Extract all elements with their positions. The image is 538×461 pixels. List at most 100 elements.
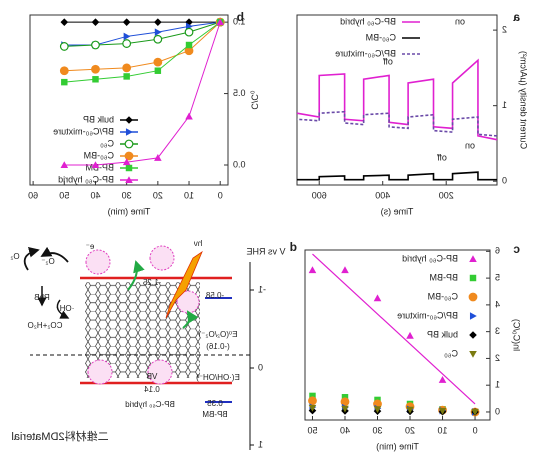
axis-tick-label: 1: [258, 439, 263, 449]
legend-label: C₆₀-BM: [428, 291, 458, 301]
panel-label: d: [290, 240, 297, 254]
marker: [341, 266, 349, 274]
marker: [61, 78, 68, 86]
green-arrow: [127, 260, 145, 291]
panel-label: c: [513, 242, 520, 256]
legend-label: BP/C₆₀-mixture: [397, 310, 458, 320]
legend-label: C₆₀-BM: [366, 32, 396, 42]
marker: [469, 255, 477, 263]
marker: [154, 67, 162, 74]
annotation: on: [455, 16, 465, 26]
series-line: [64, 21, 221, 83]
marker: [153, 34, 163, 44]
marker: [60, 18, 69, 26]
legend-label: BP-C₆₀ hybrid: [402, 253, 458, 263]
marker: [123, 73, 130, 80]
y-tick-label: 6: [495, 246, 500, 256]
x-tick-label: 50: [307, 425, 317, 435]
legend-label: C₆₀-BM: [84, 150, 114, 160]
marker: [125, 128, 133, 136]
marker: [91, 161, 100, 169]
x-tick-label: 0: [218, 190, 223, 200]
marker: [122, 158, 131, 166]
series-line: [64, 21, 221, 166]
x-tick-label: 20: [153, 190, 163, 200]
marker: [468, 292, 478, 302]
marker: [341, 405, 349, 413]
marker: [184, 27, 194, 37]
diagram-label: ·OH: [59, 304, 74, 313]
y-tick-label: 4: [495, 299, 500, 309]
series-line: [296, 110, 498, 137]
marker: [92, 76, 99, 83]
marker: [59, 66, 69, 76]
marker: [469, 274, 477, 282]
c60-balls: [85, 245, 200, 385]
diagram-label: 0.14: [144, 385, 160, 394]
y-tick-label: 5: [495, 272, 500, 282]
legend-label: BP-BM: [429, 272, 458, 282]
y-tick-label: 0: [502, 176, 507, 186]
axis-label: V vs RHE: [246, 246, 285, 256]
plot-frame: [29, 14, 229, 186]
x-tick-label: 600: [312, 190, 327, 200]
x-axis-label: Time (min): [108, 206, 151, 216]
marker: [406, 331, 414, 339]
diagram-label: (-0.16): [206, 342, 230, 351]
x-tick-label: 60: [28, 190, 38, 200]
marker: [123, 32, 131, 41]
legend-label: bulk BP: [427, 329, 458, 339]
y-tick-label: 1: [495, 380, 500, 390]
x-tick-label: 10: [184, 190, 194, 200]
x-tick-label: 30: [372, 425, 382, 435]
y-axis-label: Current density (μA/cm²): [519, 51, 529, 149]
x-tick-label: 40: [340, 425, 350, 435]
legend-label: BP-C₆₀ hybrid: [58, 174, 114, 184]
legend-label: BP-C₆₀ hybrid: [340, 16, 396, 26]
marker: [185, 18, 193, 26]
legend-label: BP-BM: [85, 162, 114, 172]
marker: [122, 63, 132, 73]
y-axis-label: ln(C₀/C): [512, 319, 522, 351]
diagram-label: E(·OH/OH⁻): [196, 373, 240, 382]
diagram-label: -0.58: [205, 291, 224, 300]
y-tick-label: 1: [502, 100, 507, 110]
marker: [469, 350, 477, 358]
marker: [154, 28, 162, 36]
diagram-label: BP-C₆₀ hybrid: [125, 400, 175, 409]
y-tick-label: 1.0: [233, 17, 246, 27]
marker: [469, 331, 477, 339]
diagram-label: O₂⁻: [41, 257, 55, 266]
diagram-label: VB: [147, 372, 158, 381]
marker: [59, 42, 69, 51]
plot-frame: [304, 249, 491, 421]
watermark: 二维材料2DMaterial: [11, 429, 108, 443]
marker: [185, 112, 193, 120]
diagram-label: e⁻: [86, 242, 95, 251]
x-tick-label: 50: [59, 190, 69, 200]
marker: [122, 18, 131, 26]
diagram-label: CO₂+H₂O: [28, 321, 63, 330]
series-line: [64, 21, 221, 72]
annotation: off: [383, 56, 393, 66]
marker: [91, 40, 100, 50]
y-tick-label: 2: [502, 24, 507, 34]
x-tick-label: 20: [405, 425, 415, 435]
plot-frame: [296, 14, 498, 186]
y-axis-label: C/C₀: [250, 90, 260, 109]
panel-label: a: [513, 10, 520, 24]
marker: [438, 376, 447, 383]
marker: [308, 404, 317, 412]
y-tick-label: 0.0: [233, 159, 246, 169]
marker: [125, 176, 133, 184]
black-arrow: [23, 246, 40, 271]
green-arrow: [182, 310, 199, 329]
series-line: [64, 21, 221, 47]
marker: [124, 139, 134, 149]
x-tick-label: 10: [438, 425, 448, 435]
marker: [154, 154, 162, 161]
marker: [438, 407, 447, 415]
axis-tick-label: 0: [258, 362, 263, 372]
